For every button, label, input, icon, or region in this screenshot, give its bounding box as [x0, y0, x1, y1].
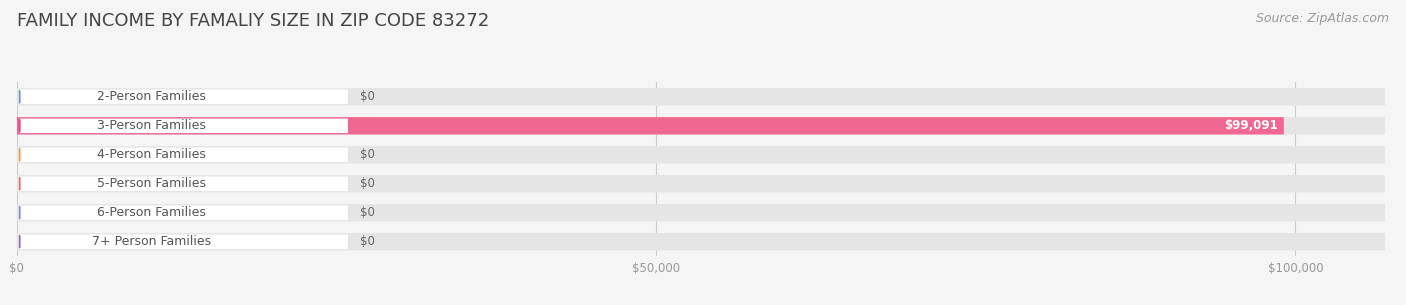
- Text: Source: ZipAtlas.com: Source: ZipAtlas.com: [1256, 12, 1389, 25]
- FancyBboxPatch shape: [17, 175, 1385, 192]
- Text: $0: $0: [360, 235, 375, 248]
- FancyBboxPatch shape: [20, 148, 347, 162]
- FancyBboxPatch shape: [17, 204, 1385, 221]
- Text: 3-Person Families: 3-Person Families: [97, 119, 205, 132]
- FancyBboxPatch shape: [20, 235, 347, 249]
- FancyBboxPatch shape: [20, 177, 347, 191]
- Text: 5-Person Families: 5-Person Families: [97, 177, 207, 190]
- Text: 2-Person Families: 2-Person Families: [97, 90, 205, 103]
- FancyBboxPatch shape: [17, 117, 1385, 135]
- Text: 6-Person Families: 6-Person Families: [97, 206, 205, 219]
- Text: 4-Person Families: 4-Person Families: [97, 148, 205, 161]
- Text: $0: $0: [360, 90, 375, 103]
- FancyBboxPatch shape: [17, 117, 1284, 135]
- FancyBboxPatch shape: [20, 206, 347, 220]
- Text: $0: $0: [360, 148, 375, 161]
- Text: $0: $0: [360, 177, 375, 190]
- Text: $0: $0: [360, 206, 375, 219]
- FancyBboxPatch shape: [17, 146, 1385, 163]
- Text: 7+ Person Families: 7+ Person Families: [91, 235, 211, 248]
- FancyBboxPatch shape: [20, 119, 347, 133]
- Text: $99,091: $99,091: [1225, 119, 1278, 132]
- FancyBboxPatch shape: [20, 90, 347, 104]
- Text: FAMILY INCOME BY FAMALIY SIZE IN ZIP CODE 83272: FAMILY INCOME BY FAMALIY SIZE IN ZIP COD…: [17, 12, 489, 30]
- FancyBboxPatch shape: [17, 233, 1385, 250]
- FancyBboxPatch shape: [17, 88, 1385, 106]
